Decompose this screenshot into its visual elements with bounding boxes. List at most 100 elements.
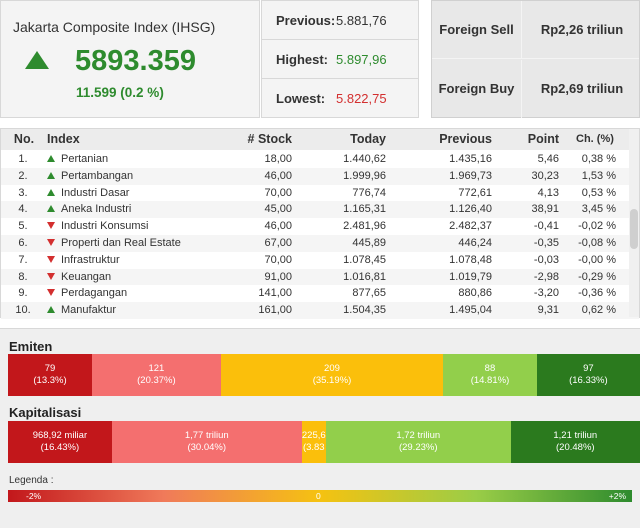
cell-today: 776,74 xyxy=(352,186,386,199)
cell-stock: 18,00 xyxy=(264,153,292,165)
kapitalisasi-segment[interactable]: 1,77 triliun (30.04%) xyxy=(111,421,302,463)
cell-previous: 880,86 xyxy=(458,287,492,300)
cell-previous: 1.969,73 xyxy=(449,169,492,182)
table-row[interactable]: 10. Manufaktur 161,00 1.504,35 1.495,04 9,31 0… xyxy=(1,302,639,319)
segment-percent: (16.33%) xyxy=(569,375,608,386)
cell-index-label: Perdagangan xyxy=(61,287,128,300)
kapitalisasi-segment[interactable]: 1,72 triliun (29.23%) xyxy=(325,421,511,463)
index-change: 11.599 (0.2 %) xyxy=(76,85,164,100)
emiten-segment[interactable]: 209 (35.19%) xyxy=(220,354,444,396)
emiten-segment[interactable]: 97 (16.33%) xyxy=(536,354,640,396)
sector-index-table: No. Index # Stock Today Previous Point C… xyxy=(0,128,640,319)
cell-stock: 70,00 xyxy=(264,186,292,199)
table-row[interactable]: 3. Industri Dasar 70,00 776,74 772,61 4,13 0,5… xyxy=(1,185,639,202)
emiten-segment[interactable]: 121 (20.37%) xyxy=(92,354,221,396)
foreign-buy-row: Foreign Buy Rp2,69 triliun xyxy=(432,60,639,118)
cell-previous: 1.495,04 xyxy=(449,304,492,317)
table-row[interactable]: 9. Perdagangan 141,00 877,65 880,86 -3,20 -0,3… xyxy=(1,285,639,302)
cell-stock: 46,00 xyxy=(264,220,292,233)
triangle-down-icon xyxy=(47,289,55,297)
table-row[interactable]: 5. Industri Konsumsi 46,00 2.481,96 2.482,37… xyxy=(1,218,639,235)
kapitalisasi-bar: 968,92 miliar (16.43%) 1,77 triliun (30.04%… xyxy=(8,421,640,463)
cell-point: 9,31 xyxy=(537,304,559,317)
table-row[interactable]: 4. Aneka Industri 45,00 1.165,31 1.126,40 38,… xyxy=(1,201,639,219)
segment-value: 1,72 triliun xyxy=(396,430,441,441)
table-row[interactable]: 7. Infrastruktur 70,00 1.078,45 1.078,48 -0,0… xyxy=(1,252,639,269)
highest-label: Highest: xyxy=(276,52,328,67)
cell-change: -0,08 % xyxy=(578,237,616,249)
segment-percent: (3.83 xyxy=(302,442,325,453)
cell-no: 7. xyxy=(18,253,28,266)
triangle-down-icon xyxy=(47,255,55,263)
table-row[interactable]: 6. Properti dan Real Estate 67,00 445,89 446… xyxy=(1,235,639,252)
cell-change: 3,45 % xyxy=(581,203,616,216)
emiten-segment[interactable]: 79 (13.3%) xyxy=(8,354,93,396)
legend-title: Legenda : xyxy=(9,475,54,486)
cell-index: Properti dan Real Estate xyxy=(47,235,247,252)
triangle-up-icon xyxy=(25,51,49,69)
triangle-up-icon xyxy=(47,205,55,213)
header-stock[interactable]: # Stock xyxy=(247,132,292,146)
cell-previous: 1.019,79 xyxy=(449,270,492,283)
kapitalisasi-segment[interactable]: 1,21 triliun (20.48%) xyxy=(510,421,640,463)
emiten-segment[interactable]: 88 (14.81%) xyxy=(443,354,537,396)
segment-value: 209 xyxy=(324,363,340,374)
cell-stock: 67,00 xyxy=(264,237,292,249)
cell-no: 4. xyxy=(18,203,28,216)
highest-value: 5.897,96 xyxy=(336,52,387,67)
cell-today: 1.078,45 xyxy=(343,253,386,266)
table-row[interactable]: 8. Keuangan 91,00 1.016,81 1.019,79 -2,98 -0,2… xyxy=(1,268,639,286)
table-header: No. Index # Stock Today Previous Point C… xyxy=(1,129,639,150)
previous-value: 5.881,76 xyxy=(336,13,387,28)
cell-point: 5,46 xyxy=(537,153,559,165)
segment-percent: (20.37%) xyxy=(137,375,176,386)
market-breadth-panel: Emiten 79 (13.3%) 121 (20.37%) 209 (35.19%) 88… xyxy=(0,328,640,528)
cell-change: 1,53 % xyxy=(581,169,616,182)
triangle-up-icon xyxy=(47,188,55,196)
cell-point: 38,91 xyxy=(531,203,559,216)
cell-today: 445,89 xyxy=(352,237,386,249)
cell-index: Keuangan xyxy=(47,269,247,286)
cell-stock: 46,00 xyxy=(264,169,292,182)
legend-max: +2% xyxy=(608,491,626,501)
cell-index: Industri Dasar xyxy=(47,185,247,202)
header-change[interactable]: Ch. (%) xyxy=(576,133,614,145)
segment-value: 97 xyxy=(583,363,594,374)
index-summary-panel: Jakarta Composite Index (IHSG) 5893.359 … xyxy=(0,0,260,118)
cell-change: -0,02 % xyxy=(578,220,616,233)
cell-point: -0,41 xyxy=(533,220,559,233)
cell-no: 6. xyxy=(18,237,28,249)
table-row[interactable]: 1. Pertanian 18,00 1.440,62 1.435,16 5,46 0,38… xyxy=(1,151,639,168)
header-previous[interactable]: Previous xyxy=(439,132,492,146)
table-scrollbar[interactable] xyxy=(629,129,639,317)
cell-index-label: Pertambangan xyxy=(61,169,134,182)
lowest-value: 5.822,75 xyxy=(336,91,387,106)
header-index[interactable]: Index xyxy=(47,132,80,146)
header-point[interactable]: Point xyxy=(527,132,559,146)
cell-change: 0,62 % xyxy=(581,304,616,317)
cell-index-label: Keuangan xyxy=(61,270,112,283)
cell-index-label: Aneka Industri xyxy=(61,203,132,216)
kapitalisasi-title: Kapitalisasi xyxy=(9,405,82,420)
cell-previous: 772,61 xyxy=(458,186,492,199)
scrollbar-thumb[interactable] xyxy=(630,209,638,249)
cell-index-label: Industri Dasar xyxy=(61,186,130,199)
table-row[interactable]: 2. Pertambangan 46,00 1.999,96 1.969,73 30,23… xyxy=(1,167,639,185)
kapitalisasi-segment[interactable]: 225,6 (3.83 xyxy=(301,421,326,463)
cell-point: -0,03 xyxy=(533,253,559,266)
triangle-up-icon xyxy=(47,306,55,314)
triangle-up-icon xyxy=(47,155,55,162)
segment-percent: (13.3%) xyxy=(33,375,67,386)
foreign-trade-panel: Foreign Sell Rp2,26 triliun Foreign Buy … xyxy=(431,0,640,118)
cell-stock: 91,00 xyxy=(264,270,292,283)
segment-value: 1,77 triliun xyxy=(184,430,229,441)
header-no[interactable]: No. xyxy=(13,132,35,146)
cell-today: 877,65 xyxy=(352,287,386,300)
header-today[interactable]: Today xyxy=(350,132,386,146)
cell-change: -0,29 % xyxy=(578,270,616,283)
segment-percent: (35.19%) xyxy=(312,375,352,386)
cell-no: 8. xyxy=(18,270,28,283)
cell-today: 2.481,96 xyxy=(343,220,386,233)
kapitalisasi-segment[interactable]: 968,92 miliar (16.43%) xyxy=(8,421,112,463)
segment-value: 88 xyxy=(484,363,496,374)
